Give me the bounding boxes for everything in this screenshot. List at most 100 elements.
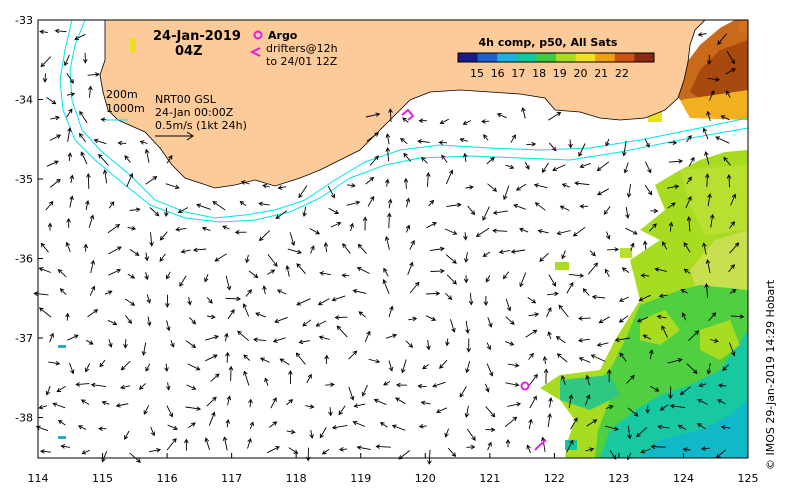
current-arrow-icon (543, 368, 549, 384)
current-arrow-icon (204, 437, 211, 451)
current-arrow-icon (428, 199, 435, 207)
current-arrow-icon (309, 228, 321, 235)
current-arrow-icon (366, 132, 380, 142)
current-arrow-icon (328, 207, 340, 214)
current-arrow-icon (682, 447, 691, 452)
current-arrow-icon (166, 154, 173, 164)
isobaths (59, 19, 749, 223)
current-arrow-icon (483, 134, 489, 141)
current-arrow-icon (510, 134, 516, 143)
current-arrow-icon (90, 382, 107, 388)
current-arrow-icon (429, 246, 445, 252)
current-arrow-icon (47, 222, 53, 231)
current-arrow-icon (726, 173, 732, 188)
current-arrow-icon (720, 425, 731, 430)
current-arrow-icon (579, 162, 591, 169)
current-arrow-icon (624, 227, 638, 235)
colorbar-swatch (516, 53, 537, 62)
current-arrow-icon (529, 395, 537, 409)
argo-floats (401, 108, 547, 451)
current-arrow-icon (619, 352, 627, 362)
current-arrow-icon (98, 426, 107, 431)
current-arrow-icon (66, 92, 76, 97)
current-arrow-icon (239, 201, 247, 207)
current-arrow-icon (237, 330, 250, 342)
current-arrow-icon (432, 381, 446, 388)
current-arrow-icon (164, 363, 169, 373)
current-arrow-icon (348, 350, 358, 360)
current-arrow-icon (717, 33, 727, 46)
current-arrow-icon (305, 404, 315, 409)
current-arrow-icon (102, 169, 108, 184)
current-arrow-icon (679, 386, 691, 396)
current-arrow-icon (503, 185, 510, 201)
current-arrow-icon (327, 185, 335, 199)
current-arrow-icon (38, 404, 48, 410)
current-arrow-icon (66, 72, 74, 84)
current-arrow-icon (540, 436, 546, 452)
current-arrow-icon (234, 229, 247, 235)
current-arrow-icon (547, 412, 552, 428)
current-arrow-icon (126, 172, 134, 188)
current-arrow-icon (528, 352, 534, 360)
current-arrow-icon (578, 357, 591, 363)
current-arrow-icon (67, 127, 72, 142)
current-arrow-icon (614, 337, 631, 343)
current-arrow-icon (362, 216, 368, 231)
current-arrow-icon (636, 316, 649, 323)
current-arrow-icon (579, 204, 589, 209)
current-arrow-icon (644, 161, 652, 174)
current-arrow-icon (680, 289, 688, 294)
current-arrow-icon (661, 325, 668, 338)
current-arrow-icon (627, 425, 632, 440)
current-arrow-icon (475, 227, 490, 237)
current-arrow-icon (570, 417, 578, 430)
current-arrow-icon (302, 319, 312, 327)
current-arrow-icon (547, 331, 552, 340)
current-arrow-icon (537, 229, 549, 234)
current-arrow-icon (79, 110, 88, 124)
current-arrow-icon (356, 267, 370, 274)
current-arrow-icon (586, 419, 598, 427)
sst-pixel-icon (58, 345, 66, 348)
current-arrow-icon (542, 355, 548, 365)
drifter-legend-icon (249, 47, 261, 57)
current-arrow-icon (513, 203, 526, 210)
current-arrow-icon (50, 115, 61, 121)
current-arrow-icon (225, 296, 242, 302)
current-arrow-icon (323, 242, 329, 253)
current-arrow-icon (338, 405, 346, 416)
current-arrow-icon (561, 250, 566, 260)
current-arrow-icon (180, 249, 191, 254)
current-arrow-icon (204, 273, 209, 283)
current-arrow-icon (446, 202, 462, 208)
current-arrow-icon (87, 72, 100, 77)
product-time: 24-Jan 00:00Z (155, 106, 234, 119)
current-arrow-icon (626, 184, 632, 198)
current-arrow-icon (108, 338, 113, 348)
current-arrow-icon (666, 184, 680, 189)
current-arrow-icon (205, 335, 220, 341)
current-arrow-icon (388, 108, 393, 123)
current-arrow-icon (302, 206, 307, 218)
colorbar-tick-label: 20 (574, 67, 588, 80)
current-arrow-icon (83, 52, 88, 64)
current-arrow-icon (568, 139, 573, 149)
current-arrow-icon (681, 312, 687, 321)
current-arrow-icon (208, 411, 216, 426)
current-arrow-icon (298, 185, 308, 199)
current-arrow-icon (574, 181, 590, 186)
current-arrow-icon (403, 177, 409, 189)
scale-arrow-icon (155, 131, 194, 141)
current-arrow-icon (170, 340, 175, 348)
current-arrow-icon (242, 303, 250, 317)
current-arrow-icon (115, 403, 129, 408)
current-arrow-icon (352, 420, 366, 427)
x-tick-label: 123 (608, 472, 629, 485)
current-arrow-icon (605, 231, 611, 240)
current-arrow-icon (139, 140, 148, 145)
current-arrow-icon (604, 268, 610, 278)
current-arrow-icon (189, 317, 197, 325)
current-arrow-icon (502, 271, 510, 280)
current-arrow-icon (525, 329, 538, 338)
